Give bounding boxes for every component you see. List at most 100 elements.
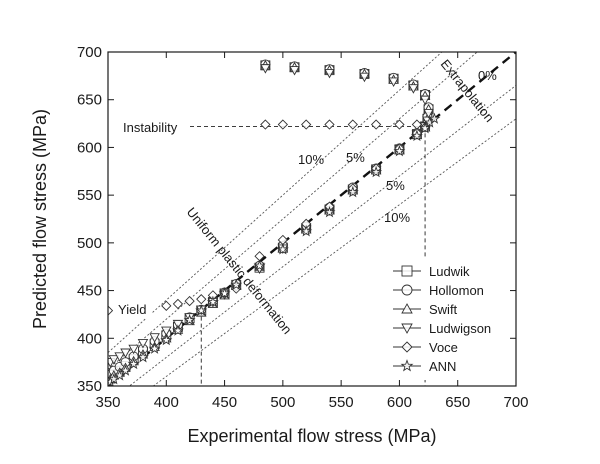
annotation-five-percent-upper: 5% xyxy=(346,150,365,165)
yield-label-bg xyxy=(116,302,152,318)
ludwigson-point-28 xyxy=(359,72,370,83)
ann-point-18 xyxy=(346,185,359,198)
reference-line-0 xyxy=(108,52,516,386)
ludwigson-point-25 xyxy=(419,95,431,106)
x-tick-label-350: 350 xyxy=(95,394,120,411)
ludwigson-point-26 xyxy=(408,84,419,94)
voce-point-25 xyxy=(260,119,271,130)
ludwigson-point-24 xyxy=(423,109,434,119)
ludwigson-point-6 xyxy=(149,333,160,343)
legend: Ludwik Hollomon Swift Ludwigson Voce ANN xyxy=(388,258,508,380)
x-tick-label-600: 600 xyxy=(387,394,412,411)
ann-point-24 xyxy=(428,112,441,124)
legend-item-voce: Voce xyxy=(393,340,458,355)
ann-point-22 xyxy=(419,122,432,134)
x-tick-label-500: 500 xyxy=(270,394,295,411)
annotation-uniform-deformation: Uniform plastic deformation xyxy=(184,204,295,336)
instability-label-bg xyxy=(120,118,188,136)
legend-item-swift: Swift xyxy=(393,302,458,317)
plot-frame xyxy=(107,51,517,387)
x-tick-label-400: 400 xyxy=(154,394,179,411)
data-markers xyxy=(108,59,441,386)
annotation-yield: Yield xyxy=(118,302,146,317)
legend-item-hollomon: Hollomon xyxy=(393,283,484,298)
ann-point-11 xyxy=(206,295,219,308)
legend-label-hollomon: Hollomon xyxy=(429,283,484,298)
legend-marker-swift xyxy=(401,303,413,314)
y-tick-label-550: 550 xyxy=(77,187,102,204)
legend-label-voce: Voce xyxy=(429,340,458,355)
x-tick-label-700: 700 xyxy=(503,394,528,411)
y-tick-label-450: 450 xyxy=(77,283,102,300)
ludwigson-point-3 xyxy=(120,348,131,359)
ludwigson-point-7 xyxy=(161,326,172,337)
x-tick-label-550: 550 xyxy=(329,394,354,411)
reference-line-4 xyxy=(152,118,516,386)
voce-point-5 xyxy=(196,294,207,305)
y-tick-label-350: 350 xyxy=(77,378,102,395)
ann-point-6 xyxy=(148,342,161,354)
y-tick-label-600: 600 xyxy=(77,139,102,156)
legend-marker-ludwik xyxy=(401,265,413,277)
y-tick-label-650: 650 xyxy=(77,92,102,109)
ludwigson-point-1 xyxy=(108,355,120,365)
ann-point-7 xyxy=(160,333,173,346)
legend-marker-voce xyxy=(401,341,413,353)
legend-label-ann: ANN xyxy=(429,359,456,374)
ludwigson-point-4 xyxy=(128,344,139,355)
voce-point-23 xyxy=(301,119,312,130)
ann-point-8 xyxy=(171,324,184,336)
axis-ticks: 350 400 450 500 550 600 650 700 350 400 450 500 550 6… xyxy=(77,44,529,411)
ann-point-21 xyxy=(410,129,423,142)
ludwigson-point-29 xyxy=(324,68,335,79)
annotation-instability: Instability xyxy=(123,120,178,135)
ann-point-20 xyxy=(393,144,406,157)
ann-point-9 xyxy=(183,313,196,326)
ann-point-10 xyxy=(195,304,208,316)
ludwigson-point-5 xyxy=(137,339,149,349)
ludwigson-point-31 xyxy=(260,64,271,74)
guide-lines xyxy=(190,125,426,386)
x-axis-title: Experimental flow stress (MPa) xyxy=(187,426,436,446)
legend-marker-ann xyxy=(400,359,414,372)
y-tick-label-500: 500 xyxy=(77,235,102,252)
y-tick-label-700: 700 xyxy=(77,44,102,61)
ludwigson-point-30 xyxy=(289,66,300,76)
y-axis-title: Predicted flow stress (MPa) xyxy=(30,109,50,329)
voce-point-24 xyxy=(277,119,288,130)
voce-point-3 xyxy=(172,298,184,310)
ann-point-15 xyxy=(276,243,289,255)
legend-item-ludwik: Ludwik xyxy=(393,264,470,279)
annotation-zero-percent: 0% xyxy=(478,68,497,83)
ann-point-3 xyxy=(119,364,132,376)
annotation-extrapolation: Extrapolation xyxy=(438,56,497,124)
legend-marker-hollomon xyxy=(401,284,413,296)
voce-point-0 xyxy=(108,305,114,316)
legend-item-ludwigson: Ludwigson xyxy=(393,321,491,336)
annotation-ten-percent-upper: 10% xyxy=(298,152,324,167)
ann-point-17 xyxy=(323,206,336,218)
voce-point-18 xyxy=(411,119,423,130)
x-tick-label-450: 450 xyxy=(212,394,237,411)
ann-point-19 xyxy=(370,165,383,178)
voce-point-22 xyxy=(324,119,335,130)
x-tick-label-650: 650 xyxy=(445,394,470,411)
annotation-five-percent-lower: 5% xyxy=(386,178,405,193)
voce-point-2 xyxy=(161,300,172,311)
reference-lines xyxy=(108,52,516,386)
voce-point-4 xyxy=(184,295,195,307)
ann-point-12 xyxy=(218,287,231,299)
y-tick-label-400: 400 xyxy=(77,330,102,347)
annotation-ten-percent-lower: 10% xyxy=(384,210,410,225)
legend-marker-ludwigson xyxy=(401,323,413,334)
ann-point-4 xyxy=(127,357,140,370)
legend-label-ludwik: Ludwik xyxy=(429,264,470,279)
reference-line-1 xyxy=(108,52,478,370)
ann-point-13 xyxy=(230,278,243,290)
legend-label-ludwigson: Ludwigson xyxy=(429,321,491,336)
legend-item-ann: ANN xyxy=(393,359,456,374)
series-voce xyxy=(108,119,431,316)
voce-point-20 xyxy=(370,119,382,130)
ludwigson-point-2 xyxy=(114,352,125,362)
legend-label-swift: Swift xyxy=(429,302,458,317)
